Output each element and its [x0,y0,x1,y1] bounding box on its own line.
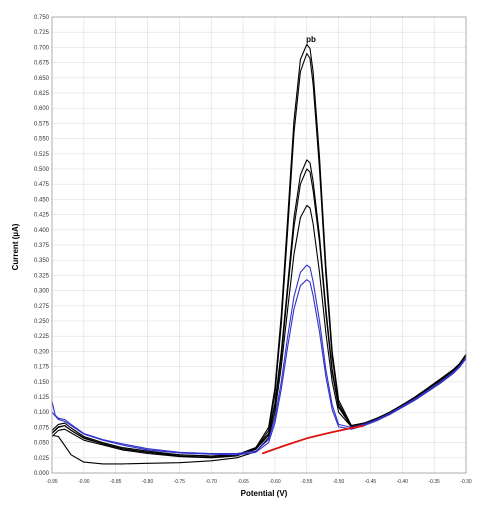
y-tick-label: 0.725 [34,30,50,36]
y-tick-label: 0.350 [34,258,50,264]
y-axis-title: Current (µA) [11,223,20,270]
y-tick-label: 0.500 [34,167,50,173]
y-tick-label: 0.650 [34,76,50,82]
y-tick-label: 0.375 [34,243,50,249]
y-tick-label: 0.600 [34,106,50,112]
y-tick-label: 0.250 [34,319,50,325]
y-tick-label: 0.175 [34,365,50,371]
x-tick-label: -0.35 [428,479,440,485]
y-tick-label: 0.475 [34,182,50,188]
series-line-7 [261,424,365,455]
annotation-pb: pb [306,35,316,44]
series-line-2 [51,159,467,457]
y-tick-label: 0.575 [34,121,50,127]
y-tick-label: 0.125 [34,395,50,401]
x-tick-label: -0.75 [174,479,186,485]
y-tick-label: 0.075 [34,425,50,431]
y-tick-label: 0.450 [34,197,50,203]
x-tick-label: -0.55 [301,479,313,485]
series-layer [51,43,467,465]
y-tick-label: 0.100 [34,410,50,416]
x-tick-label: -0.85 [110,479,122,485]
x-tick-label: -0.80 [142,479,154,485]
x-tick-label: -0.45 [365,479,377,485]
x-axis-ticks: -0.95 -0.90 -0.85 -0.80 -0.75 -0.70 -0.65 -0.60… [46,479,472,485]
y-tick-label: 0.300 [34,289,50,295]
y-tick-label: 0.275 [34,304,50,310]
y-tick-label: 0.525 [34,152,50,158]
y-tick-label: 0.550 [34,137,50,143]
y-tick-label: 0.400 [34,228,50,234]
y-tick-label: 0.325 [34,273,50,279]
x-tick-label: -0.50 [333,479,345,485]
y-tick-label: 0.700 [34,45,50,51]
series-line-6 [51,279,467,456]
x-tick-label: -0.65 [237,479,249,485]
x-tick-label: -0.70 [206,479,218,485]
y-tick-label: 0.000 [34,471,50,477]
x-tick-label: -0.30 [460,479,472,485]
y-tick-label: 0.625 [34,91,50,97]
x-axis-title: Potential (V) [241,489,288,498]
y-tick-label: 0.750 [34,15,50,21]
x-tick-label: -0.40 [397,479,409,485]
y-tick-label: 0.050 [34,441,50,447]
x-tick-label: -0.60 [269,479,281,485]
x-tick-label: -0.95 [46,479,58,485]
y-axis-ticks: 0.000 0.025 0.050 0.075 0.100 0.125 0.150 0.175… [34,15,50,477]
plot-frame [51,16,467,474]
y-tick-label: 0.225 [34,334,50,340]
y-tick-label: 0.025 [34,456,50,462]
y-tick-label: 0.425 [34,213,50,219]
y-tick-label: 0.150 [34,380,50,386]
series-line-5 [51,264,467,455]
y-tick-label: 0.675 [34,61,50,67]
y-tick-label: 0.200 [34,349,50,355]
x-tick-label: -0.90 [78,479,90,485]
